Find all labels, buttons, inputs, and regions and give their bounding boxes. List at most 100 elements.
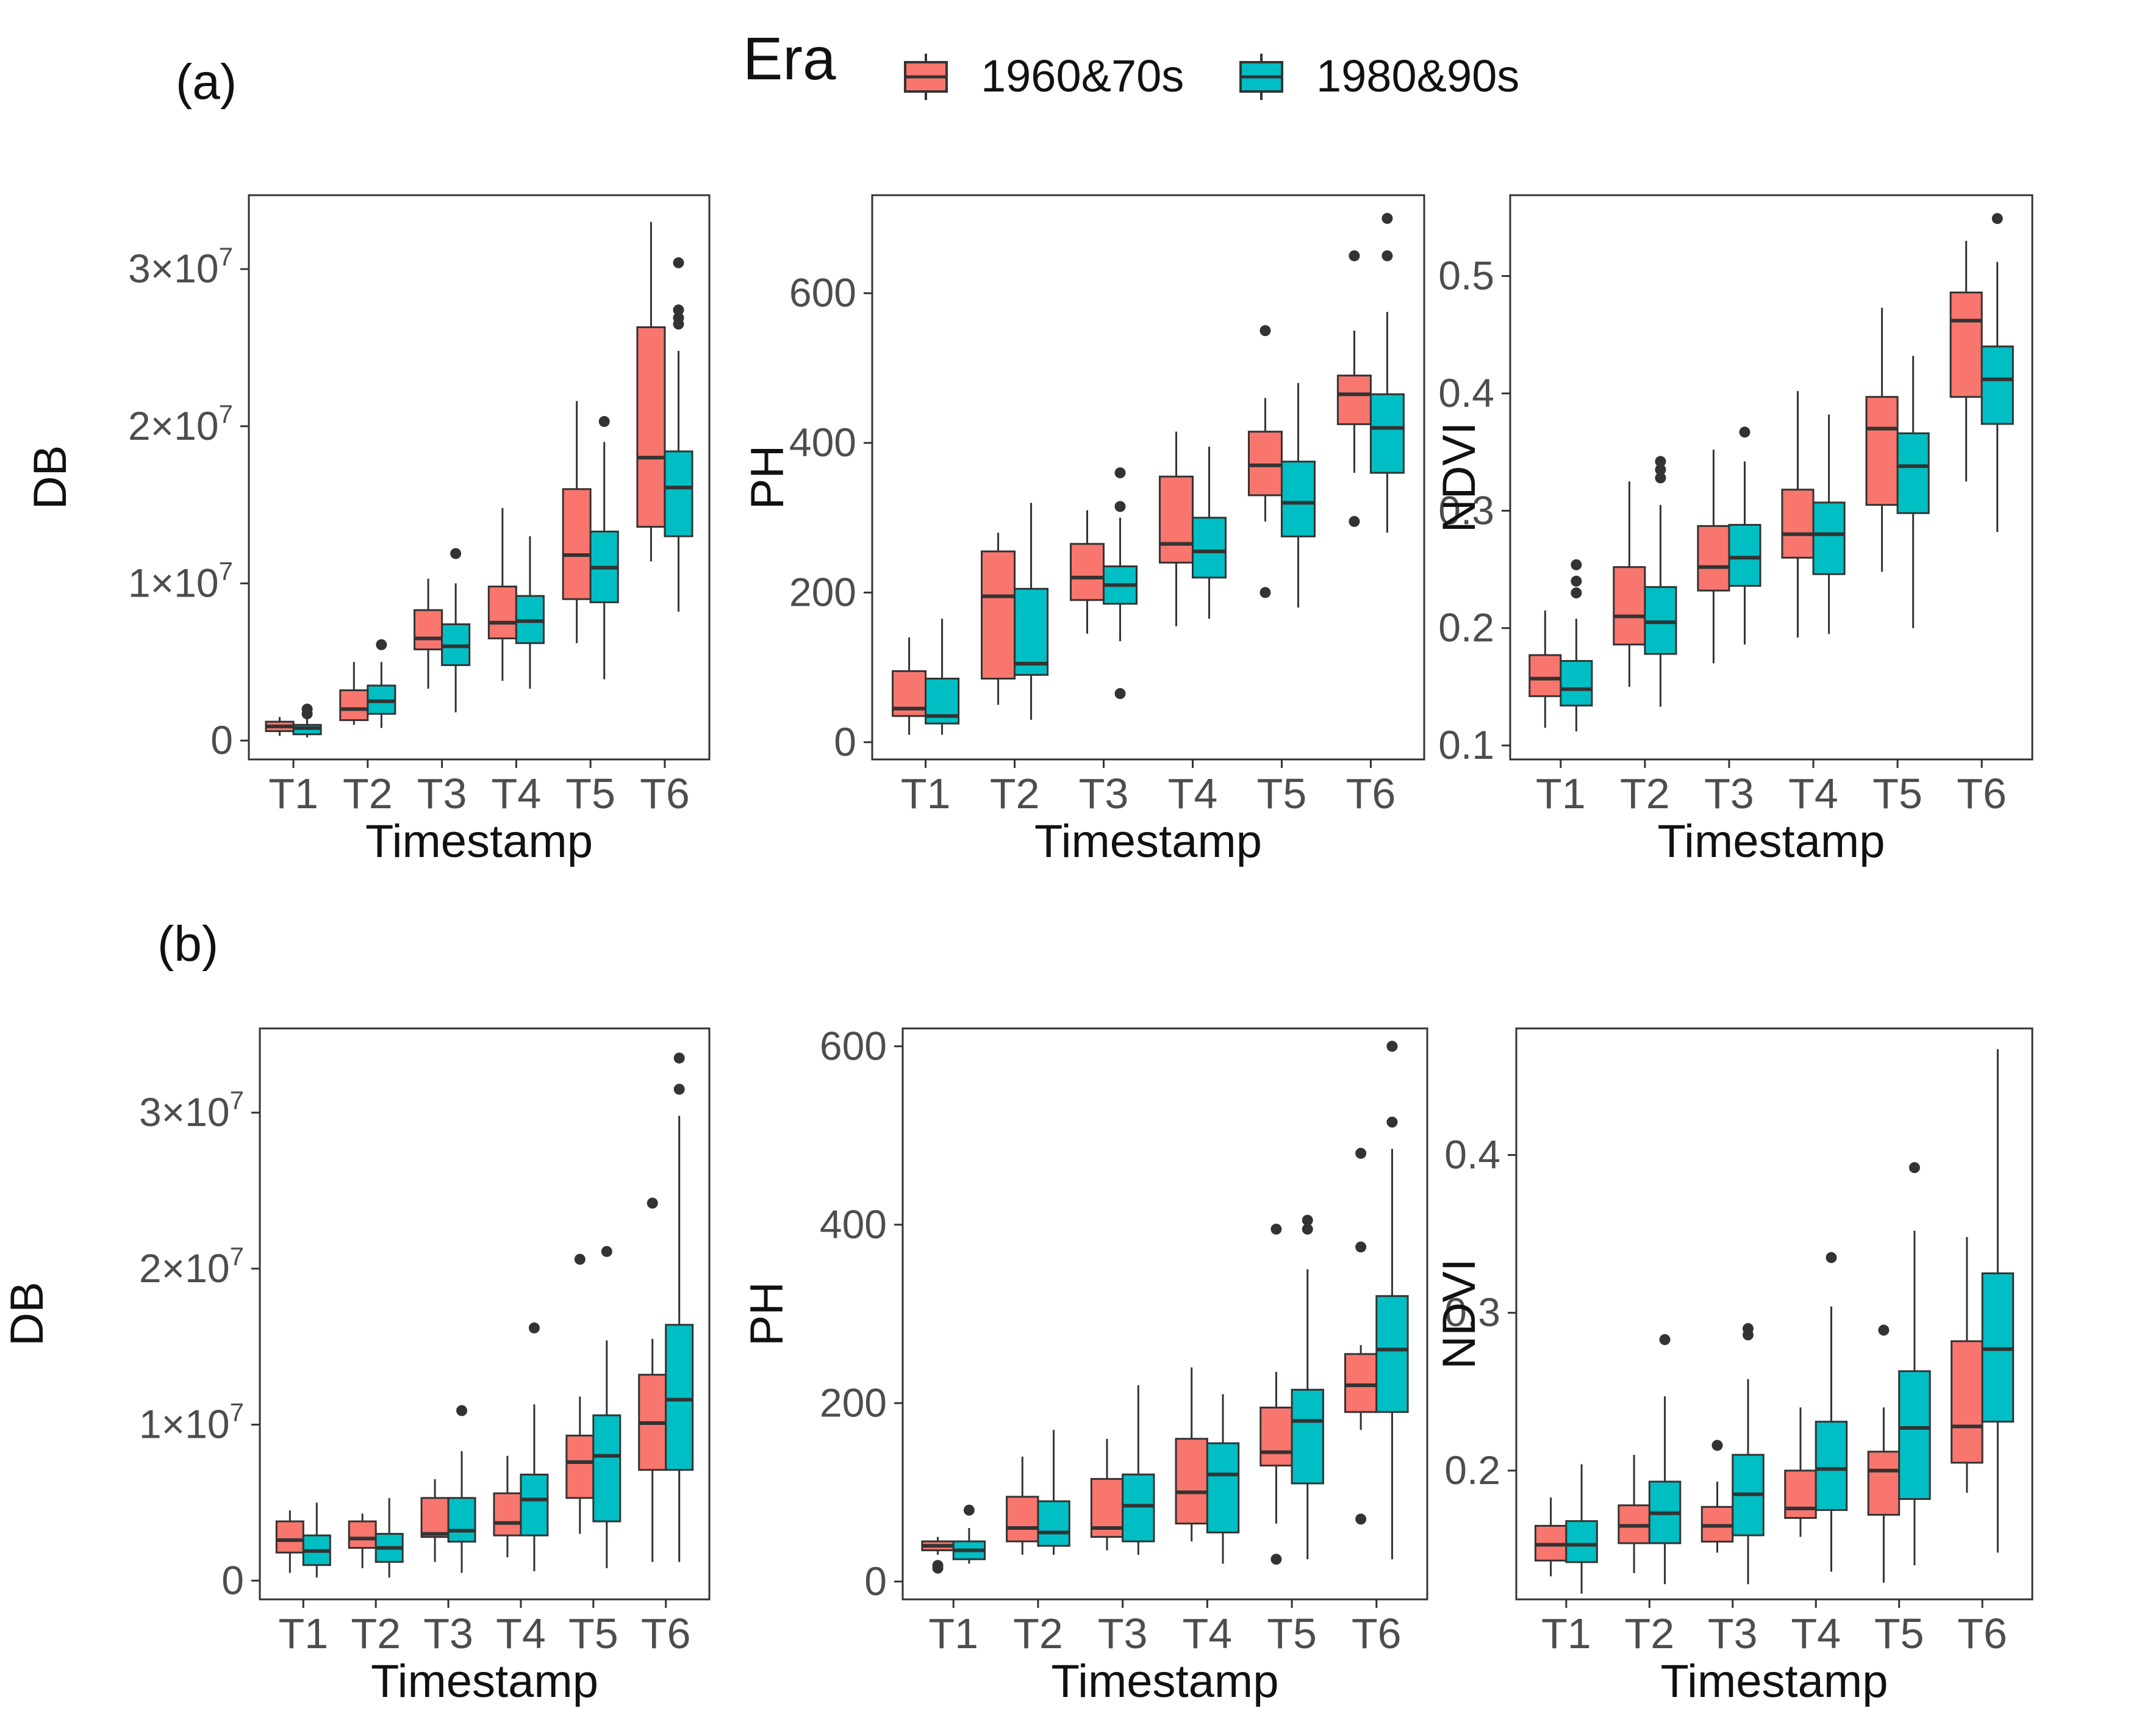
x-axis-title: Timestamp [1051, 1655, 1278, 1707]
chart-a-ph: 0 200 400 600 T1 T2 T3 T4 T5 T6 Timestamp PH [742, 194, 1425, 867]
box-1980-90s-t1 [925, 619, 960, 735]
box-1980-90s-t4 [1191, 447, 1227, 619]
box-1960-70s-t2 [1618, 1455, 1650, 1574]
outlier-point [376, 639, 387, 650]
outlier-point [456, 1405, 468, 1416]
chart-a-db: 0 1×107 2×107 3×107 T1 T2 T3 T4 T5 T6 Timestamp DB [24, 194, 711, 867]
box-body [1191, 517, 1227, 579]
box-body [348, 1520, 377, 1549]
box-body [1070, 543, 1105, 601]
x-tick-label-t2: T2 [1013, 1610, 1063, 1657]
y-tick-label: 200 [820, 1380, 887, 1425]
box-body [1291, 1388, 1324, 1485]
box-body [1344, 1353, 1378, 1413]
x-tick-label-t2: T2 [990, 770, 1040, 817]
box-1960-70s-t6 [1336, 250, 1372, 527]
y-tick-label: 3×107 [139, 1086, 244, 1135]
outlier-point [574, 1254, 586, 1265]
x-axis-title: Timestamp [1657, 816, 1885, 867]
y-tick-label: 1×107 [139, 1398, 244, 1447]
outlier-point [1571, 575, 1582, 587]
box-1980-90s-t2 [367, 639, 396, 728]
box-1980-90s-t1 [1565, 1464, 1598, 1594]
outlier-point [1991, 213, 2003, 224]
outlier-point [1302, 1214, 1313, 1226]
box-1980-90s-t3 [1103, 467, 1138, 700]
y-axis-title: PH [742, 445, 794, 510]
x-tick-label-t6: T6 [1957, 770, 2007, 817]
outlier-point [673, 304, 684, 316]
x-tick-label-t4: T4 [1183, 1610, 1233, 1657]
y-tick-label: 400 [789, 420, 856, 465]
outlier-point [1386, 1041, 1398, 1052]
box-body [1037, 1500, 1070, 1547]
x-tick-label-t1: T1 [1541, 1610, 1591, 1657]
y-tick-label: 0.5 [1438, 253, 1494, 298]
x-tick-label-t1: T1 [278, 1610, 328, 1657]
box-body [414, 609, 443, 651]
box-1960-70s-t3 [1070, 510, 1105, 634]
legend-title: Era [743, 25, 836, 92]
outlier-point [963, 1504, 975, 1516]
outlier-point [1571, 587, 1582, 599]
box-body [339, 689, 369, 722]
y-axis-title: PH [741, 1282, 793, 1346]
box-1980-90s-t6 [665, 1052, 694, 1562]
outlier-point [1260, 325, 1271, 337]
outlier-point [601, 1246, 612, 1257]
box-1980-90s-t1 [302, 1502, 331, 1578]
x-tick-label-t5: T5 [1257, 770, 1307, 817]
x-tick-label-t3: T3 [1704, 770, 1754, 817]
box-body [487, 586, 517, 640]
box-1960-70s-t4 [1781, 391, 1815, 638]
y-tick-label: 0.1 [1438, 722, 1494, 767]
box-body [636, 326, 666, 528]
outlier-point [673, 1052, 685, 1064]
box-body [1867, 1451, 1901, 1516]
y-axis-title: DB [24, 445, 76, 510]
x-tick-label-t2: T2 [1620, 770, 1670, 817]
box-1960-70s-t2 [981, 533, 1016, 705]
box-body [1280, 461, 1316, 537]
box-1960-70s-t5 [565, 1254, 595, 1534]
x-tick-label-t4: T4 [492, 770, 542, 817]
outlier-point [1711, 1440, 1723, 1451]
box-1980-90s-t6 [1375, 1041, 1409, 1560]
box-1980-90s-t3 [1732, 1323, 1765, 1585]
box-1980-90s-t5 [1280, 382, 1316, 608]
box-body [1865, 396, 1899, 506]
box-1960-70s-t1 [1534, 1497, 1568, 1577]
x-tick-label-t6: T6 [1352, 1610, 1402, 1657]
y-tick-label: 0 [221, 1557, 244, 1602]
box-1960-70s-t6 [638, 1197, 667, 1562]
box-body [1336, 375, 1372, 425]
box-1960-70s-t2 [1006, 1457, 1039, 1555]
outlier-point [1270, 1554, 1282, 1565]
box-1980-90s-t5 [1898, 1162, 1931, 1566]
box-body [1369, 393, 1405, 474]
box-1980-90s-t4 [1812, 414, 1846, 634]
y-axis-title: NDVI [1433, 1258, 1485, 1369]
y-tick-label: 400 [820, 1202, 887, 1247]
box-1960-70s-t5 [562, 401, 592, 644]
x-tick-label-t5: T5 [568, 1610, 618, 1657]
x-tick-label-t3: T3 [423, 1610, 473, 1657]
box-body [275, 1520, 304, 1554]
box-body [1896, 432, 1930, 514]
chart-b-ndvi: 0.2 0.3 0.4 T1 T2 T3 T4 T5 T6 Timestamp NDVI [1433, 1027, 2034, 1707]
box-body [592, 1414, 622, 1523]
box-1980-90s-t3 [441, 548, 471, 712]
box-body [1812, 501, 1846, 575]
x-tick-label-t3: T3 [1079, 770, 1129, 817]
x-tick-label-t6: T6 [1957, 1610, 2007, 1657]
box-1960-70s-t3 [1697, 450, 1730, 664]
box-1960-70s-t6 [636, 221, 666, 562]
chart-a-ndvi: 0.1 0.2 0.3 0.4 0.5 T1 T2 T3 T4 T5 T6 Timestamp NDVI [1433, 194, 2034, 867]
x-axis-title: Timestamp [1660, 1655, 1888, 1707]
outlier-point [1743, 1323, 1754, 1335]
outlier-point [1355, 1513, 1367, 1525]
y-axis-title: DB [1, 1282, 53, 1346]
outlier-point [1349, 515, 1360, 527]
box-1960-70s-t1 [1528, 610, 1562, 728]
box-1960-70s-t1 [265, 717, 295, 736]
